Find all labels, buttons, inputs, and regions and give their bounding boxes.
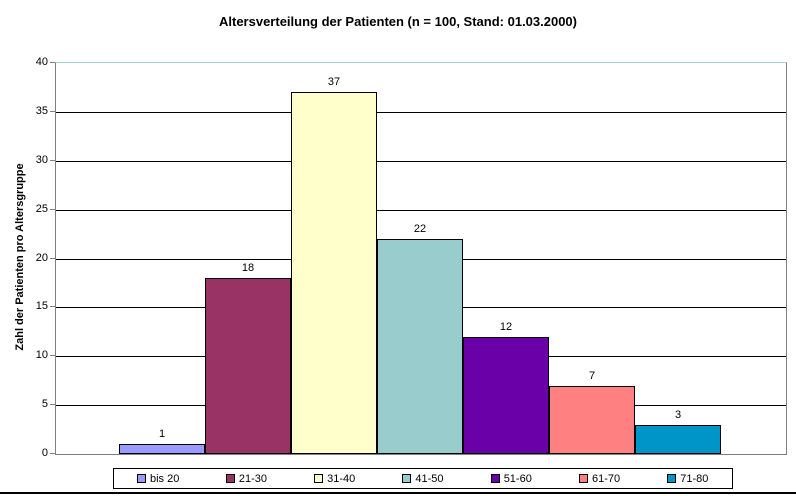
legend-swatch-icon [578, 474, 588, 483]
y-tick-label: 35 [35, 105, 48, 117]
legend-label: 71-80 [680, 472, 709, 485]
y-tick-label: 30 [35, 154, 48, 166]
legend-label: 41-50 [415, 472, 444, 485]
legend-item-41-50: 41-50 [379, 469, 467, 488]
y-tick-mark [50, 160, 55, 161]
legend-item-61-70: 61-70 [555, 469, 643, 488]
bar-bis-20 [119, 444, 205, 454]
legend: bis 20 21-30 31-40 41-50 51-60 61-70 71-80 [113, 468, 733, 489]
legend-swatch-icon [667, 474, 677, 483]
legend-item-bis-20: bis 20 [114, 469, 202, 488]
chart-title: Altersverteilung der Patienten (n = 100,… [219, 14, 577, 29]
bar-21-30 [205, 278, 291, 454]
legend-item-71-80: 71-80 [644, 469, 732, 488]
y-tick-mark [50, 62, 55, 63]
legend-swatch-icon [136, 474, 146, 483]
y-tick-label: 40 [35, 56, 48, 68]
y-tick-mark [50, 404, 55, 405]
legend-item-31-40: 31-40 [291, 469, 379, 488]
y-tick-mark [50, 209, 55, 210]
y-tick-label: 5 [41, 398, 48, 410]
bar-value-label: 18 [241, 262, 255, 274]
bar-value-label: 7 [588, 370, 596, 382]
y-tick-mark [50, 355, 55, 356]
gridline [56, 112, 786, 113]
y-tick-mark [50, 306, 55, 307]
bar-value-label: 3 [674, 409, 682, 421]
y-tick-mark [50, 453, 55, 454]
y-tick-mark [50, 111, 55, 112]
legend-label: 21-30 [238, 472, 267, 485]
y-tick-label: 20 [35, 252, 48, 264]
legend-label: 61-70 [591, 472, 621, 485]
bar-value-label: 22 [413, 223, 427, 235]
legend-item-21-30: 21-30 [202, 469, 290, 488]
legend-item-51-60: 51-60 [467, 469, 555, 488]
bar-51-60 [463, 337, 549, 454]
y-tick-label: 25 [35, 203, 48, 215]
y-tick-mark [50, 258, 55, 259]
y-tick-label: 0 [41, 447, 48, 459]
bar-value-label: 1 [158, 428, 166, 440]
bar-41-50 [377, 239, 463, 454]
bar-value-label: 12 [499, 321, 513, 333]
y-tick-label: 10 [35, 349, 48, 361]
bar-31-40 [291, 92, 377, 454]
plot-area: 1 18 37 22 12 7 3 [55, 62, 787, 455]
bar-value-label: 37 [327, 76, 341, 88]
bar-61-70 [549, 386, 635, 454]
legend-swatch-icon [402, 474, 412, 483]
legend-label: bis 20 [149, 472, 180, 485]
legend-swatch-icon [490, 474, 500, 483]
legend-label: 51-60 [503, 472, 532, 485]
bottom-rule [0, 492, 796, 494]
legend-swatch-icon [225, 474, 235, 483]
y-tick-label: 15 [35, 300, 48, 312]
bar-71-80 [635, 425, 721, 454]
gridline [56, 210, 786, 211]
legend-swatch-icon [314, 474, 324, 483]
gridline [56, 161, 786, 162]
legend-label: 31-40 [327, 472, 356, 485]
